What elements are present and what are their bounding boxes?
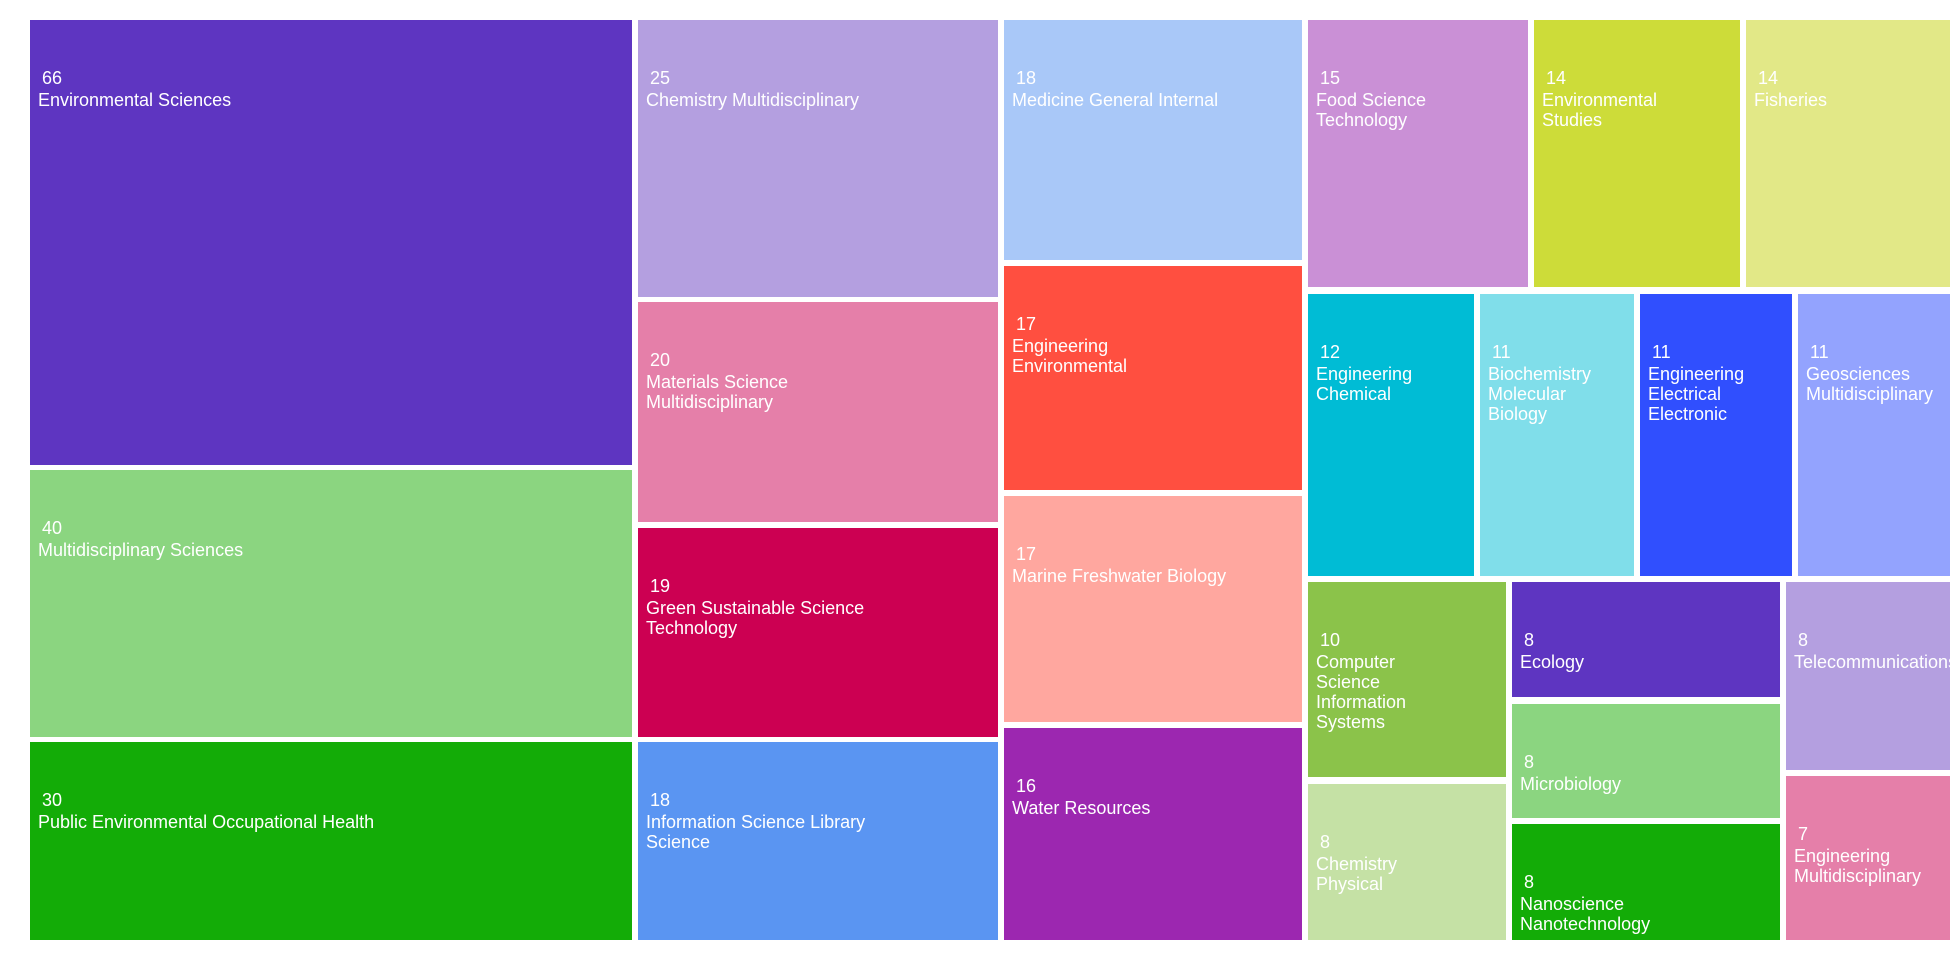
cell-label: Telecommunications — [1794, 652, 1950, 672]
cell-value: 8 — [1320, 832, 1331, 852]
cell-label: Biochemistry Molecular Biology — [1488, 364, 1592, 424]
cell-label: Engineering Multidisciplinary — [1794, 846, 1922, 886]
cell-label: Chemistry Physical — [1316, 854, 1398, 894]
treemap-cell-computer-science-information-systems: 10 Computer Science Information Systems — [1308, 582, 1506, 777]
cell-label: Ecology — [1520, 652, 1585, 672]
treemap-cell-food-science-technology: 15 Food Science Technology — [1308, 20, 1528, 287]
treemap-cell-water-resources: 16 Water Resources — [1004, 728, 1302, 940]
cell-value: 15 — [1320, 68, 1341, 88]
cell-label: Materials Science Multidisciplinary — [646, 372, 789, 412]
treemap-cell-engineering-electrical-electronic: 11 Engineering Electrical Electronic — [1640, 294, 1792, 576]
cell-label: Engineering Electrical Electronic — [1648, 364, 1745, 424]
cell-label: Public Environmental Occupational Health — [38, 812, 375, 832]
treemap-cell-medicine-general-internal: 18 Medicine General Internal — [1004, 20, 1302, 260]
cell-value: 66 — [42, 68, 63, 88]
cell-value: 11 — [1810, 342, 1829, 362]
cell-value: 17 — [1016, 544, 1037, 564]
cell-label: Environmental Sciences — [38, 90, 232, 110]
cell-value: 40 — [42, 518, 63, 538]
cell-value: 18 — [650, 790, 671, 810]
treemap-cell-public-environmental-occupational-health: 30 Public Environmental Occupational Heal… — [30, 742, 632, 940]
cell-value: 17 — [1016, 314, 1037, 334]
cell-value: 11 — [1652, 342, 1671, 362]
cell-value: 11 — [1492, 342, 1511, 362]
cell-label: Marine Freshwater Biology — [1012, 566, 1227, 586]
treemap-cell-chemistry-physical: 8 Chemistry Physical — [1308, 784, 1506, 940]
cell-value: 14 — [1758, 68, 1779, 88]
cell-value: 16 — [1016, 776, 1037, 796]
treemap-cell-chemistry-multidisciplinary: 25 Chemistry Multidisciplinary — [638, 20, 998, 297]
treemap-cell-nanoscience-nanotechnology: 8 Nanoscience Nanotechnology — [1512, 824, 1780, 940]
cell-value: 10 — [1320, 630, 1341, 650]
cell-label: Multidisciplinary Sciences — [38, 540, 244, 560]
treemap-cell-materials-science-multidisciplinary: 20 Materials Science Multidisciplinary — [638, 302, 998, 522]
cell-value: 20 — [650, 350, 671, 370]
cell-label: Chemistry Multidisciplinary — [646, 90, 860, 110]
treemap-cell-environmental-sciences: 66 Environmental Sciences — [30, 20, 632, 465]
cell-label: Information Science Library Science — [646, 812, 866, 852]
treemap-cell-information-science-library-science: 18 Information Science Library Science — [638, 742, 998, 940]
cell-label: Computer Science Information Systems — [1316, 652, 1407, 732]
cell-label: Geosciences Multidisciplinary — [1806, 364, 1934, 404]
cell-label: Engineering Chemical — [1316, 364, 1413, 404]
cell-value: 8 — [1524, 752, 1535, 772]
cell-label: Water Resources — [1012, 798, 1151, 818]
cell-value: 8 — [1798, 630, 1809, 650]
treemap-cell-ecology: 8 Ecology — [1512, 582, 1780, 697]
cell-value: 30 — [42, 790, 63, 810]
treemap-cell-microbiology: 8 Microbiology — [1512, 704, 1780, 818]
cell-label: Fisheries — [1754, 90, 1828, 110]
cell-value: 14 — [1546, 68, 1567, 88]
treemap-cell-green-sustainable-science-technology: 19 Green Sustainable Science Technology — [638, 528, 998, 737]
treemap-cell-multidisciplinary-sciences: 40 Multidisciplinary Sciences — [30, 470, 632, 737]
cell-value: 25 — [650, 68, 671, 88]
cell-label: Microbiology — [1520, 774, 1622, 794]
cell-label: Medicine General Internal — [1012, 90, 1219, 110]
cell-label: Green Sustainable Science Technology — [646, 598, 865, 638]
cell-label: Engineering Environmental — [1012, 336, 1128, 376]
cell-value: 8 — [1524, 872, 1535, 892]
cell-label: Food Science Technology — [1316, 90, 1427, 130]
cell-value: 18 — [1016, 68, 1037, 88]
treemap-cell-engineering-multidisciplinary: 7 Engineering Multidisciplinary — [1786, 776, 1950, 940]
treemap-cell-marine-freshwater-biology: 17 Marine Freshwater Biology — [1004, 496, 1302, 722]
treemap-cell-fisheries: 14 Fisheries — [1746, 20, 1950, 287]
treemap-cell-telecommunications: 8 Telecommunications — [1786, 582, 1950, 770]
cell-value: 8 — [1524, 630, 1535, 650]
treemap-cell-geosciences-multidisciplinary: 11 Geosciences Multidisciplinary — [1798, 294, 1950, 576]
treemap-cell-biochemistry-molecular-biology: 11 Biochemistry Molecular Biology — [1480, 294, 1634, 576]
cell-label: Environmental Studies — [1542, 90, 1658, 130]
treemap-cell-engineering-environmental: 17 Engineering Environmental — [1004, 266, 1302, 490]
cell-label: Nanoscience Nanotechnology — [1520, 894, 1651, 934]
cell-value: 12 — [1320, 342, 1341, 362]
treemap-cell-environmental-studies: 14 Environmental Studies — [1534, 20, 1740, 287]
cell-value: 7 — [1798, 824, 1809, 844]
cell-value: 19 — [650, 576, 671, 596]
treemap-cell-engineering-chemical: 12 Engineering Chemical — [1308, 294, 1474, 576]
